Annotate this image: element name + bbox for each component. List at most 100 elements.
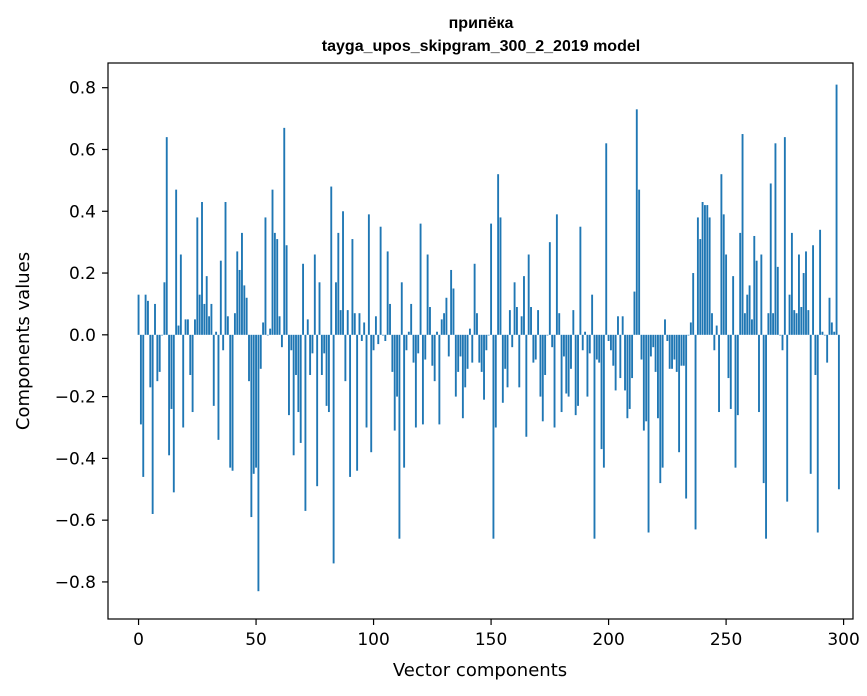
bar bbox=[600, 334, 603, 450]
bar bbox=[353, 313, 356, 335]
bar bbox=[161, 334, 163, 336]
bar bbox=[438, 334, 441, 425]
bar bbox=[459, 334, 462, 357]
bar bbox=[539, 334, 542, 397]
bar bbox=[508, 310, 511, 335]
bar bbox=[238, 269, 241, 335]
bar bbox=[358, 313, 361, 335]
bar bbox=[525, 334, 528, 437]
bar bbox=[309, 334, 312, 375]
bar bbox=[819, 229, 822, 335]
bar bbox=[530, 307, 532, 335]
bar bbox=[205, 276, 208, 335]
bar bbox=[664, 319, 666, 335]
bar bbox=[250, 334, 253, 518]
bar bbox=[649, 334, 652, 357]
bar bbox=[393, 334, 396, 431]
bar bbox=[506, 334, 509, 388]
bar bbox=[485, 334, 488, 351]
bar bbox=[767, 313, 770, 335]
bar bbox=[645, 334, 648, 422]
bar bbox=[668, 334, 671, 369]
bar bbox=[833, 331, 836, 335]
bar bbox=[682, 334, 685, 366]
bar bbox=[424, 334, 427, 360]
bar bbox=[654, 334, 657, 372]
bar bbox=[814, 334, 817, 375]
bar bbox=[480, 334, 483, 372]
bar bbox=[344, 334, 347, 382]
x-tick-label: 50 bbox=[245, 630, 267, 650]
bar bbox=[687, 334, 690, 336]
bar bbox=[835, 84, 838, 335]
bar bbox=[675, 334, 678, 372]
bar bbox=[327, 334, 330, 413]
bar bbox=[609, 334, 612, 351]
bar bbox=[673, 334, 676, 360]
bar bbox=[452, 288, 455, 335]
bar bbox=[647, 334, 650, 533]
bar bbox=[384, 334, 387, 341]
bar bbox=[743, 313, 746, 335]
bar bbox=[694, 334, 697, 530]
chart-title-line-1: припёка bbox=[449, 15, 514, 32]
bar bbox=[598, 334, 601, 363]
bar bbox=[621, 316, 624, 335]
bar bbox=[659, 334, 662, 484]
bar bbox=[372, 334, 375, 351]
bar bbox=[158, 334, 161, 372]
x-tick-label: 150 bbox=[475, 630, 507, 650]
bar bbox=[652, 334, 655, 348]
bar bbox=[642, 334, 645, 431]
bar bbox=[346, 310, 349, 335]
bar bbox=[436, 331, 438, 335]
bar bbox=[377, 334, 380, 345]
bar bbox=[593, 334, 596, 539]
bar bbox=[156, 334, 159, 382]
bar bbox=[248, 334, 250, 382]
bar bbox=[259, 334, 262, 369]
bar bbox=[776, 266, 779, 335]
bar bbox=[553, 334, 556, 428]
bar bbox=[666, 334, 669, 341]
bar bbox=[255, 334, 257, 468]
bar bbox=[483, 334, 485, 400]
bar bbox=[137, 294, 140, 335]
x-tick-label: 300 bbox=[827, 630, 859, 650]
bar bbox=[795, 313, 798, 335]
bar bbox=[518, 334, 521, 388]
bar bbox=[447, 334, 450, 357]
bar bbox=[802, 273, 805, 335]
bar bbox=[718, 334, 720, 413]
bar bbox=[382, 334, 384, 336]
bar bbox=[513, 282, 516, 335]
bar bbox=[339, 310, 342, 335]
bar bbox=[149, 334, 152, 388]
x-tick-label: 0 bbox=[133, 630, 144, 650]
bar bbox=[783, 137, 786, 335]
bar bbox=[398, 334, 401, 539]
bar bbox=[805, 251, 807, 335]
bar bbox=[165, 137, 168, 335]
bar bbox=[560, 334, 563, 413]
bar bbox=[198, 294, 201, 335]
bar bbox=[570, 334, 572, 369]
bar bbox=[278, 316, 281, 335]
bar bbox=[313, 254, 316, 335]
bar bbox=[224, 202, 227, 335]
bar bbox=[567, 334, 570, 397]
bar bbox=[325, 334, 328, 406]
bar bbox=[471, 334, 474, 363]
bar bbox=[774, 143, 777, 335]
bar bbox=[624, 334, 626, 391]
bar bbox=[798, 254, 800, 335]
bar bbox=[311, 334, 314, 354]
bar bbox=[186, 319, 189, 335]
bar bbox=[713, 334, 716, 351]
bar bbox=[758, 334, 760, 413]
bar bbox=[685, 334, 688, 499]
bar bbox=[222, 334, 225, 351]
bar bbox=[779, 334, 782, 336]
bar bbox=[177, 325, 180, 335]
y-axis-label: Components values bbox=[13, 252, 34, 430]
